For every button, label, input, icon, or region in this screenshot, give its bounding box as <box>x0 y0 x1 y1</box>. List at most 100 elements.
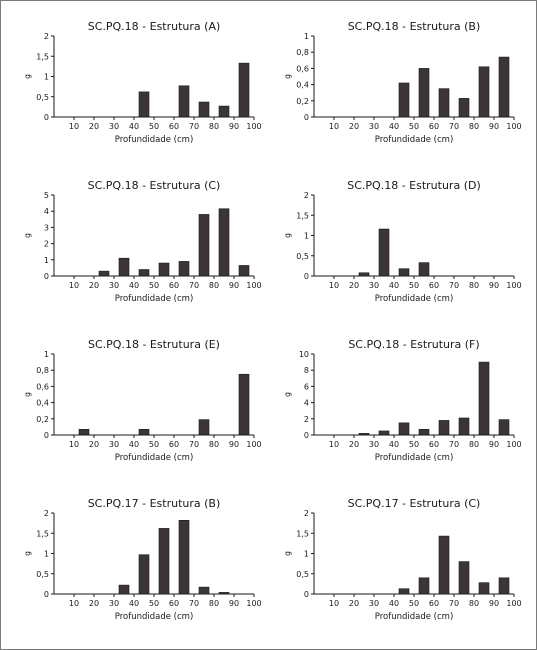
bar <box>438 88 450 118</box>
bar <box>458 417 470 436</box>
x-tick-label: 20 <box>89 599 99 608</box>
x-tick-label: 90 <box>229 599 239 608</box>
bar <box>158 262 170 277</box>
chart-title: SC.PQ.17 - Estrutura (C) <box>348 497 481 510</box>
x-tick-label: 80 <box>209 599 219 608</box>
x-tick-label: 80 <box>469 440 479 449</box>
bar <box>358 433 370 436</box>
y-tick-label: 1 <box>304 550 309 559</box>
x-tick-label: 20 <box>89 440 99 449</box>
y-tick-label: 0,6 <box>36 382 49 391</box>
bar <box>438 535 450 595</box>
x-tick-label: 10 <box>69 440 79 449</box>
x-tick-label: 50 <box>149 122 159 131</box>
y-tick-label: 0,6 <box>296 64 309 73</box>
y-tick-label: 0 <box>304 431 309 440</box>
bar <box>178 85 190 118</box>
x-tick-label: 10 <box>329 281 339 290</box>
x-tick-label: 90 <box>489 599 499 608</box>
y-tick-label: 8 <box>304 366 309 375</box>
x-tick-label: 60 <box>169 440 179 449</box>
y-tick-label: 0,5 <box>296 252 309 261</box>
bar <box>158 528 170 595</box>
chart-2: SC.PQ.18 - Estrutura (B) 0 0,2 0,4 0,6 0,8 1 10… <box>283 20 522 145</box>
x-tick-label: 100 <box>246 440 261 449</box>
y-tick-label: 2 <box>304 509 309 518</box>
x-tick-label: 50 <box>149 281 159 290</box>
y-tick-label: 2 <box>304 415 309 424</box>
y-tick-label: 1,5 <box>296 529 309 538</box>
x-axis-label: Profundidade (cm) <box>115 612 194 622</box>
x-tick-label: 40 <box>129 599 139 608</box>
x-tick-label: 70 <box>189 122 199 131</box>
y-tick-label: 0 <box>304 272 309 281</box>
bar <box>78 429 90 436</box>
x-tick-label: 10 <box>329 440 339 449</box>
bar <box>138 429 150 436</box>
bar <box>498 419 510 436</box>
x-tick-label: 60 <box>429 281 439 290</box>
bar <box>138 269 150 277</box>
y-tick-label: 10 <box>299 350 309 359</box>
y-tick-label: 1 <box>304 232 309 241</box>
x-tick-label: 90 <box>489 122 499 131</box>
x-tick-label: 80 <box>469 281 479 290</box>
bar <box>98 270 110 277</box>
x-axis-label: Profundidade (cm) <box>375 612 454 622</box>
y-axis-label: g <box>283 551 292 556</box>
chart-5: SC.PQ.18 - Estrutura (E) 0 0,2 0,4 0,6 0,8 1 10… <box>23 338 262 463</box>
chart-7: SC.PQ.17 - Estrutura (B) 0 0,5 1 1,5 2 10 20 30 4… <box>23 497 262 622</box>
bar <box>378 430 390 436</box>
chart-title: SC.PQ.18 - Estrutura (D) <box>347 179 481 192</box>
bar <box>398 268 410 277</box>
y-tick-label: 1,5 <box>36 52 49 61</box>
x-tick-label: 70 <box>189 440 199 449</box>
y-tick-label: 0 <box>44 272 49 281</box>
y-tick-label: 0,8 <box>296 48 309 57</box>
x-tick-label: 90 <box>229 122 239 131</box>
bar <box>118 584 130 595</box>
y-tick-label: 2 <box>304 191 309 200</box>
x-tick-label: 50 <box>409 122 419 131</box>
x-tick-label: 100 <box>506 440 521 449</box>
bar <box>138 554 150 595</box>
bar <box>218 208 230 277</box>
bar <box>198 586 210 595</box>
bar <box>498 56 510 118</box>
x-tick-label: 20 <box>89 281 99 290</box>
y-axis-label: g <box>23 551 32 556</box>
x-tick-label: 60 <box>169 281 179 290</box>
chart-6: SC.PQ.18 - Estrutura (F) 0 2 4 6 8 10 10 20 30 40 5… <box>283 338 522 463</box>
bar <box>238 265 250 277</box>
x-tick-label: 40 <box>389 440 399 449</box>
bar <box>218 105 230 118</box>
bar <box>178 519 190 595</box>
x-tick-label: 40 <box>129 281 139 290</box>
x-tick-label: 90 <box>229 281 239 290</box>
chart-title: SC.PQ.18 - Estrutura (F) <box>348 338 479 351</box>
bar <box>198 419 210 436</box>
x-tick-label: 100 <box>246 281 261 290</box>
x-tick-label: 100 <box>246 599 261 608</box>
bar <box>198 214 210 277</box>
bar <box>118 257 130 277</box>
y-axis-label: g <box>23 74 32 79</box>
chart-title: SC.PQ.18 - Estrutura (E) <box>88 338 220 351</box>
bar <box>138 91 150 118</box>
bar <box>438 420 450 436</box>
y-tick-label: 0 <box>44 431 49 440</box>
x-tick-label: 30 <box>369 281 379 290</box>
y-tick-label: 0,5 <box>296 570 309 579</box>
bar <box>418 68 430 118</box>
x-tick-label: 70 <box>189 281 199 290</box>
x-tick-label: 40 <box>389 599 399 608</box>
x-tick-label: 10 <box>69 281 79 290</box>
bar <box>458 561 470 595</box>
chart-3: SC.PQ.18 - Estrutura (C) 0 1 2 3 4 5 10 20 30 40 50… <box>23 179 262 304</box>
x-tick-label: 20 <box>349 599 359 608</box>
x-tick-label: 30 <box>109 122 119 131</box>
x-tick-label: 30 <box>109 281 119 290</box>
x-axis-label: Profundidade (cm) <box>115 135 194 145</box>
x-tick-label: 70 <box>449 440 459 449</box>
